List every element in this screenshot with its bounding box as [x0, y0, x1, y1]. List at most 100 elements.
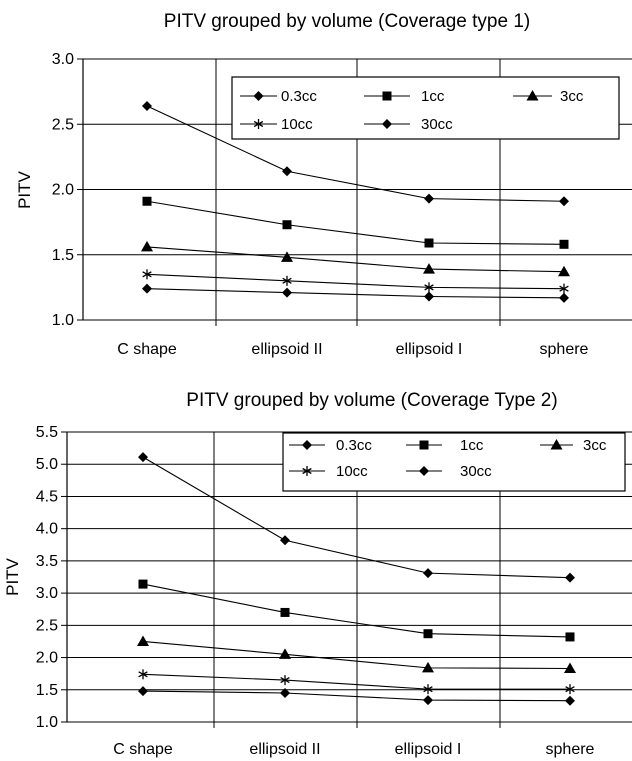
chart-2: PITV grouped by volume (Coverage Type 2)… [3, 390, 632, 758]
legend-box [231, 76, 620, 140]
series-3cc [137, 635, 576, 674]
legend-marker [419, 466, 429, 476]
legend-marker [253, 119, 264, 129]
legend-label: 0.3cc [281, 88, 317, 105]
legend-entry: 30cc [364, 116, 453, 133]
data-point [138, 686, 148, 697]
data-point [564, 662, 576, 674]
legend-entry: 3cc [540, 437, 607, 454]
legend: 0.3cc 1cc 3cc 10cc 30cc [282, 432, 626, 492]
x-tick-label: sphere [540, 341, 589, 358]
data-point [281, 251, 293, 262]
data-point [424, 238, 434, 248]
data-point [424, 282, 434, 293]
legend-label: 3cc [583, 437, 607, 454]
data-point [559, 292, 569, 303]
legend-marker [419, 440, 429, 450]
y-tick-label: 1.5 [36, 682, 58, 699]
data-point [424, 291, 434, 302]
legend-marker [302, 440, 312, 450]
series-line [146, 105, 565, 202]
data-point [138, 669, 148, 680]
series-10cc [138, 669, 575, 695]
data-point [280, 535, 290, 546]
data-point [423, 568, 433, 579]
series-line [146, 288, 565, 299]
y-axis-title: PITV [3, 557, 22, 595]
y-tick-label: 1.0 [52, 312, 74, 329]
series-line [146, 273, 565, 290]
x-tick-label: sphere [546, 741, 595, 758]
series-30cc [138, 452, 575, 583]
legend-entry: 1cc [406, 437, 484, 454]
x-tick-label: C shape [117, 341, 177, 358]
data-point [558, 265, 570, 277]
legend-entry: 10cc [240, 116, 313, 133]
y-tick-label: 5.5 [36, 424, 58, 441]
data-point [559, 239, 569, 249]
chart-title: PITV grouped by volume (Coverage type 1) [164, 11, 530, 32]
y-tick-label: 5.0 [36, 456, 58, 473]
y-tick-label: 1.0 [36, 714, 58, 731]
data-point [565, 684, 575, 695]
data-point [280, 607, 290, 617]
legend-label: 10cc [281, 116, 313, 133]
data-point [422, 661, 434, 673]
legend-marker [253, 91, 264, 101]
legend-entry: 30cc [406, 463, 492, 480]
data-point [423, 263, 435, 274]
series-line [142, 690, 571, 702]
legend-marker [550, 439, 563, 450]
legend-box [282, 432, 626, 492]
series-line [142, 583, 571, 638]
data-point [142, 283, 152, 294]
x-tick-label: C shape [113, 741, 173, 758]
legend-marker [382, 91, 392, 101]
legend-marker [302, 466, 312, 476]
legend-label: 1cc [460, 437, 484, 454]
y-tick-label: 4.0 [36, 521, 58, 538]
data-point [282, 166, 292, 177]
y-tick-label: 1.5 [52, 247, 74, 264]
data-point [142, 196, 152, 206]
data-point [279, 648, 291, 659]
data-point [137, 635, 149, 646]
series-0.3cc [142, 283, 569, 303]
series-0.3cc [138, 686, 575, 706]
legend-entry: 3cc [513, 88, 584, 105]
x-tick-label: ellipsoid II [249, 741, 320, 758]
legend-label: 3cc [560, 88, 584, 105]
legend: 0.3cc 1cc 3cc 10cc 30cc [231, 76, 620, 140]
series-line [142, 640, 571, 670]
legend-entry: 0.3cc [240, 88, 317, 105]
series-line [142, 673, 570, 690]
data-point [423, 695, 433, 706]
x-tick-label: ellipsoid II [251, 341, 322, 358]
data-point [559, 196, 569, 207]
data-point [424, 193, 434, 204]
data-point [280, 675, 290, 686]
y-tick-label: 4.5 [36, 488, 58, 505]
data-point [565, 632, 575, 642]
chart-title: PITV grouped by volume (Coverage Type 2) [186, 390, 557, 411]
chart-1: PITV grouped by volume (Coverage type 1)… [15, 11, 632, 358]
data-point [142, 100, 152, 111]
data-point [565, 572, 575, 583]
y-tick-label: 2.5 [36, 617, 58, 634]
data-point [565, 695, 575, 706]
data-point [559, 283, 569, 294]
y-tick-label: 3.5 [36, 553, 58, 570]
data-point [282, 220, 292, 230]
series-line [146, 246, 565, 273]
y-tick-label: 2.5 [52, 116, 74, 133]
data-point [280, 688, 290, 698]
series-line [142, 456, 571, 579]
series-10cc [142, 269, 569, 294]
series-1cc [138, 579, 575, 642]
legend-entry: 0.3cc [289, 437, 372, 454]
y-tick-label: 2.0 [52, 182, 74, 199]
legend-marker [526, 90, 539, 101]
legend-entry: 10cc [289, 463, 368, 480]
legend-label: 10cc [336, 463, 368, 480]
y-axis-title: PITV [15, 170, 34, 208]
